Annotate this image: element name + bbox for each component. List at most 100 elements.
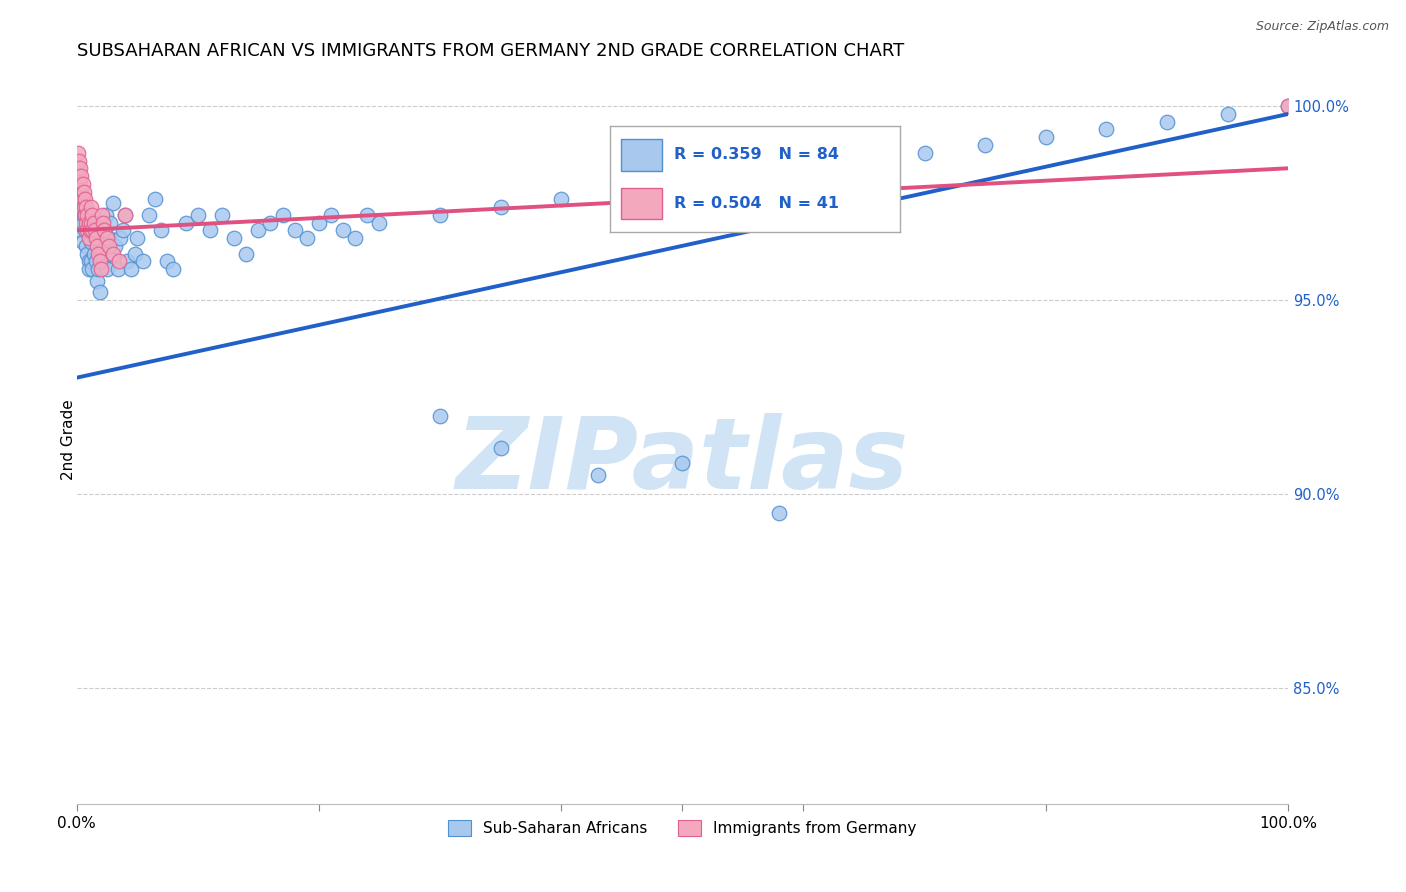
Point (259, 216, 281, 230)
Point (89, 285, 111, 300)
Point (76, 246, 98, 260)
Point (429, 208, 451, 222)
Point (72, 216, 94, 230)
Point (295, 231, 318, 245)
Point (114, 208, 136, 222)
Point (156, 254, 179, 268)
Point (198, 223, 221, 237)
Point (96, 262, 118, 277)
Point (768, 507, 790, 521)
Point (235, 246, 257, 260)
Point (73, 192, 96, 206)
Point (89, 254, 111, 268)
Point (77, 262, 100, 277)
Y-axis label: 2nd Grade: 2nd Grade (60, 400, 76, 480)
Point (124, 246, 146, 260)
Point (117, 254, 139, 268)
Point (90, 216, 112, 230)
Point (67, 169, 90, 183)
Point (1216, 107, 1239, 121)
Point (356, 208, 378, 222)
Point (75, 200, 97, 214)
Point (82, 262, 104, 277)
Point (1277, 99, 1299, 113)
Point (87, 246, 110, 260)
Point (1095, 122, 1118, 136)
Point (77, 254, 100, 268)
Text: SUBSAHARAN AFRICAN VS IMMIGRANTS FROM GERMANY 2ND GRADE CORRELATION CHART: SUBSAHARAN AFRICAN VS IMMIGRANTS FROM GE… (76, 42, 904, 60)
Point (138, 208, 160, 222)
Point (489, 441, 512, 455)
Point (70, 196, 93, 211)
Point (101, 196, 124, 211)
Point (77, 231, 100, 245)
Point (69, 223, 91, 237)
Point (90, 262, 112, 277)
Point (222, 231, 245, 245)
Text: Source: ZipAtlas.com: Source: ZipAtlas.com (1256, 20, 1389, 33)
Point (132, 254, 155, 268)
Point (73, 200, 96, 214)
Point (66, 161, 89, 176)
Point (69, 161, 91, 176)
Point (308, 216, 330, 230)
Point (368, 216, 391, 230)
Point (671, 456, 693, 470)
Point (550, 192, 572, 206)
Point (120, 262, 142, 277)
Point (83, 216, 105, 230)
Point (72, 177, 94, 191)
Point (70, 169, 93, 183)
Point (111, 223, 134, 237)
Point (66, 145, 89, 160)
Point (247, 223, 270, 237)
Point (91, 208, 114, 222)
Point (1035, 130, 1057, 145)
Point (79, 216, 101, 230)
Point (80, 216, 103, 230)
Point (114, 208, 136, 222)
Point (586, 467, 609, 482)
Point (84, 254, 107, 268)
Point (284, 223, 307, 237)
Point (97, 246, 120, 260)
Point (143, 192, 166, 206)
Point (77, 216, 100, 230)
Point (332, 223, 354, 237)
Point (429, 409, 451, 424)
Point (86, 239, 108, 253)
Point (187, 208, 209, 222)
Point (319, 208, 342, 222)
Point (75, 239, 97, 253)
Point (91, 254, 114, 268)
Point (73, 208, 96, 222)
Point (67, 153, 90, 168)
Point (1156, 114, 1178, 128)
Point (80, 200, 103, 214)
Point (82, 223, 104, 237)
Point (127, 231, 149, 245)
Point (344, 231, 367, 245)
Point (792, 161, 814, 176)
Point (211, 208, 233, 222)
Text: ZIPatlas: ZIPatlas (456, 413, 908, 510)
Point (72, 192, 94, 206)
Point (86, 274, 108, 288)
Point (70, 185, 93, 199)
Point (73, 185, 96, 199)
Point (914, 145, 936, 160)
Point (79, 223, 101, 237)
Point (73, 223, 96, 237)
Point (91, 216, 114, 230)
Point (98, 231, 121, 245)
Point (83, 223, 105, 237)
Point (974, 138, 997, 153)
Point (72, 235, 94, 249)
Point (75, 216, 97, 230)
Point (80, 235, 103, 249)
Point (93, 223, 115, 237)
Point (104, 239, 127, 253)
Point (76, 223, 98, 237)
Point (1277, 99, 1299, 113)
Point (162, 262, 184, 277)
